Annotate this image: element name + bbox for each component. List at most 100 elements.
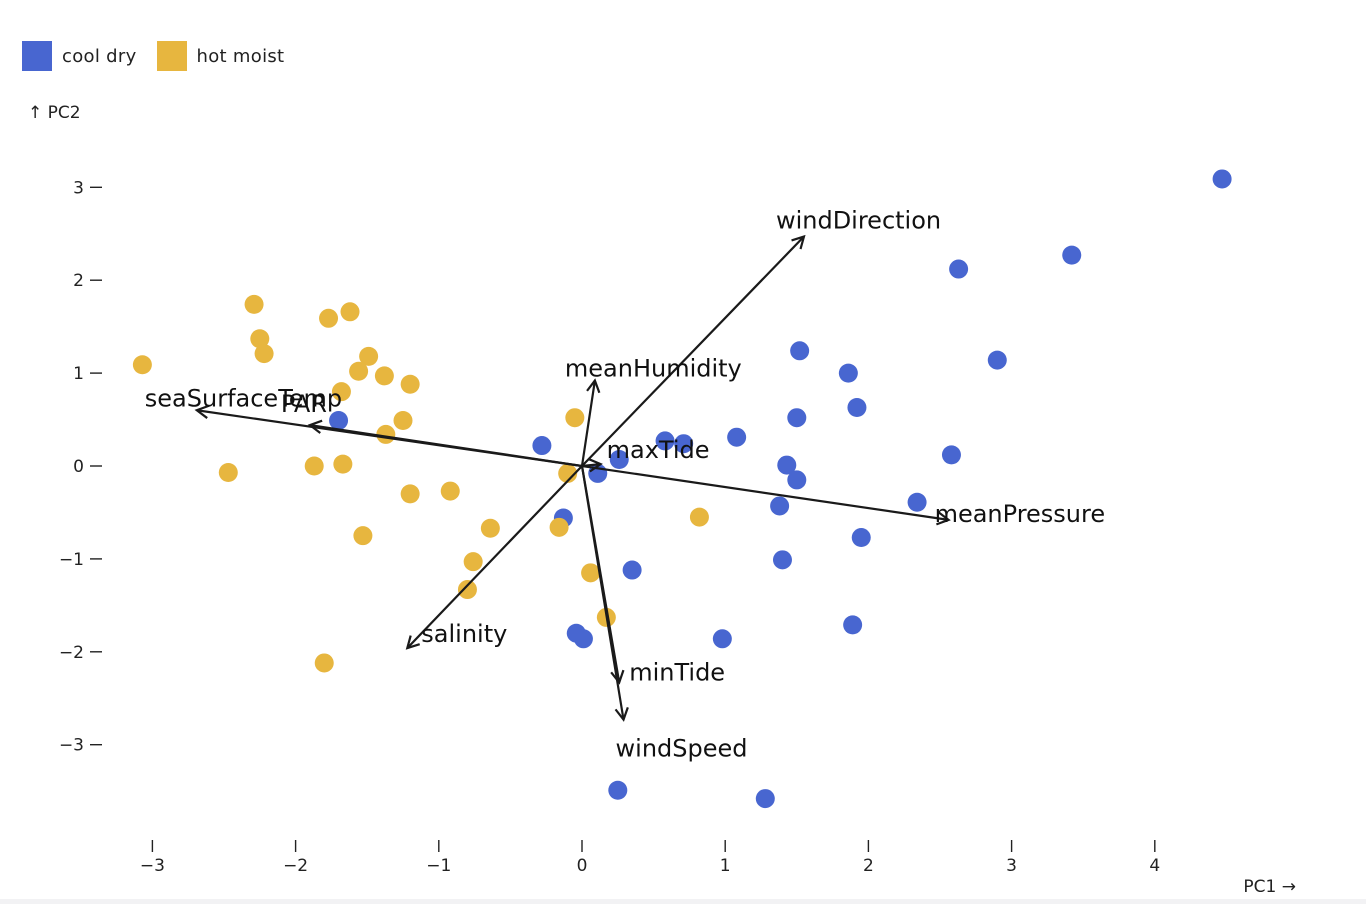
point-cool-dry [949,259,969,279]
point-cool-dry [622,560,642,580]
vector-PAR [309,424,583,468]
point-cool-dry [1212,169,1232,189]
point-hot-moist [457,580,477,600]
point-cool-dry [755,789,775,809]
arrowhead-maxTide [588,458,603,473]
point-cool-dry [847,397,867,417]
x-tick-label: 3 [1006,856,1017,876]
y-tick-label: −3 [59,736,84,756]
point-cool-dry [329,410,349,430]
point-cool-dry [772,550,792,570]
vector-label-salinity: salinity [421,620,507,648]
x-axis-title: PC1 → [1243,877,1296,897]
x-tick-label: 2 [863,856,874,876]
point-hot-moist [359,346,379,366]
point-cool-dry [790,341,810,361]
y-tick-label: 0 [73,457,84,477]
vector-label-seaSurfaceTemp: seaSurfaceTemp [145,384,342,412]
arrowhead-windSpeed [614,706,629,722]
legend-swatch-hot-moist [156,41,187,71]
vector-label-windDirection: windDirection [776,207,941,235]
vector-label-maxTide: maxTide [607,436,710,464]
point-cool-dry [851,528,871,548]
point-hot-moist [565,408,585,428]
point-hot-moist [353,526,373,546]
point-hot-moist [549,517,569,537]
point-hot-moist [480,518,500,538]
point-cool-dry [941,445,961,465]
arrowhead-salinity [405,635,421,650]
arrowhead-seaSurfaceTemp [194,404,210,419]
vector-label-windSpeed: windSpeed [616,735,748,763]
vector-label-minTide: minTide [629,658,725,686]
arrowhead-minTide [610,669,625,685]
y-axis: 3 2 1 0 −1 −2 −3 [59,178,102,756]
vector-windDirection [581,235,805,467]
point-hot-moist [558,463,578,483]
vector-label-PAR: PAR [281,390,327,418]
y-tick-label: −1 [59,550,84,570]
point-hot-moist [393,410,413,430]
point-cool-dry [907,492,927,512]
point-cool-dry [608,780,628,800]
legend-item-hot-moist: hot moist [156,41,285,71]
bottom-strip [0,899,1366,904]
x-tick-label: −2 [283,856,308,876]
legend-item-cool-dry: cool dry [22,41,137,71]
vector-salinity [406,465,583,649]
point-cool-dry [609,449,629,469]
point-cool-dry [532,436,552,456]
x-tick-label: −3 [140,856,165,876]
point-hot-moist [400,484,420,504]
point-cool-dry [727,427,747,447]
y-tick-label: 2 [73,271,84,291]
point-cool-dry [787,470,807,490]
legend-swatch-cool-dry [22,41,52,71]
point-hot-moist [314,653,334,673]
point-hot-moist [340,302,360,322]
legend: cool dry hot moist [22,41,304,71]
point-cool-dry [674,434,694,454]
point-cool-dry [712,629,732,649]
point-cool-dry [1062,245,1082,265]
point-hot-moist [374,366,394,386]
point-hot-moist [689,507,709,527]
point-hot-moist [254,344,274,364]
vector-label-meanHumidity: meanHumidity [565,355,742,383]
point-hot-moist [376,424,396,444]
point-cool-dry [770,496,790,516]
y-axis-title: ↑ PC2 [28,103,81,123]
y-tick-label: −2 [59,643,84,663]
point-hot-moist [349,361,369,381]
vector-meanPressure [581,464,949,521]
point-hot-moist [463,552,483,572]
vector-label-meanPressure: meanPressure [935,500,1106,528]
point-hot-moist [319,308,339,328]
scatter-points [132,169,1232,809]
point-cool-dry [987,350,1007,370]
point-cool-dry [777,455,797,475]
vector-windSpeed [580,465,625,720]
y-tick-label: 3 [73,178,84,198]
point-cool-dry [843,615,863,635]
point-hot-moist [333,454,353,474]
point-hot-moist [581,563,601,583]
point-hot-moist [440,481,460,501]
point-hot-moist [400,374,420,394]
arrowhead-PAR [307,419,323,434]
point-hot-moist [250,329,270,349]
point-hot-moist [132,355,152,375]
point-cool-dry [838,363,858,383]
vector-meanHumidity [580,380,596,467]
x-tick-label: 0 [577,856,588,876]
point-hot-moist [304,456,324,476]
x-tick-label: 4 [1149,856,1160,876]
point-hot-moist [218,463,238,483]
loading-vectors: windDirection meanHumidity maxTide meanPres… [145,207,1105,763]
arrowhead-meanHumidity [586,378,601,394]
x-tick-label: −1 [426,856,451,876]
point-cool-dry [787,408,807,428]
legend-label-hot-moist: hot moist [196,45,285,67]
legend-label-cool-dry: cool dry [62,45,137,67]
